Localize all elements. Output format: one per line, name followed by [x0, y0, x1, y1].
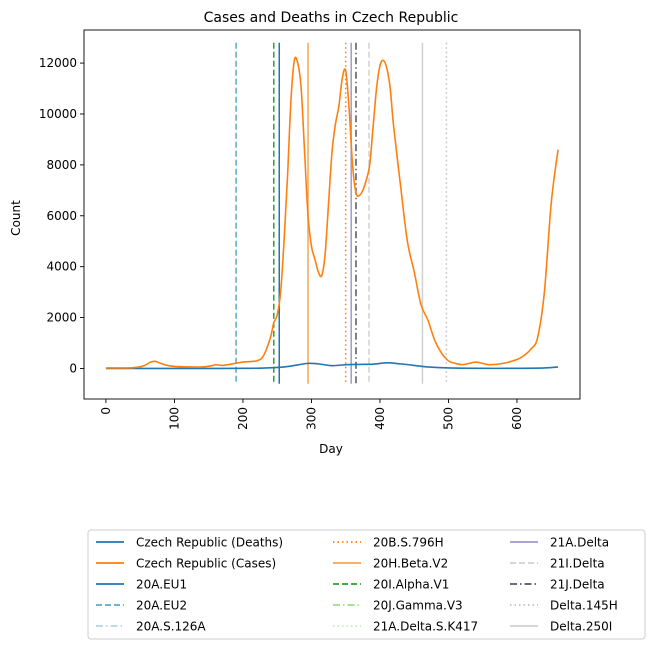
y-tick-label: 6000 [46, 209, 77, 223]
legend-label: 21I.Delta [550, 557, 605, 571]
y-tick-label: 4000 [46, 260, 77, 274]
legend-label: 21A.Delta [550, 536, 609, 550]
legend-label: 20A.EU1 [136, 578, 187, 592]
y-axis-label: Count [9, 200, 23, 236]
x-tick-label: 0 [99, 407, 113, 415]
legend-label: 21A.Delta.S.K417 [373, 620, 478, 634]
legend-label: Delta.145H [550, 599, 618, 613]
x-tick-label: 500 [441, 407, 455, 430]
x-tick-label: 400 [373, 407, 387, 430]
x-tick-label: 100 [167, 407, 181, 430]
x-axis-label: Day [319, 442, 343, 456]
x-tick-label: 300 [304, 407, 318, 430]
chart-title: Cases and Deaths in Czech Republic [204, 10, 459, 26]
legend-label: 20I.Alpha.V1 [373, 578, 449, 592]
legend-label: 20B.S.796H [373, 536, 444, 550]
plot-area [105, 42, 559, 384]
legend-box [87, 529, 646, 640]
series-line-1 [105, 56, 559, 369]
legend-label: 20A.S.126A [136, 620, 206, 634]
y-tick-label: 0 [69, 361, 77, 375]
legend-label: Czech Republic (Deaths) [136, 536, 283, 550]
x-tick-label: 600 [510, 407, 524, 430]
y-tick-label: 8000 [46, 158, 77, 172]
legend-label: Czech Republic (Cases) [136, 557, 276, 571]
axes: 0 100 200 300 400 500 600020004000600080001000… [39, 29, 581, 430]
y-tick-label: 12000 [39, 56, 77, 70]
axes-frame [83, 29, 581, 400]
legend: Czech Republic (Deaths) Czech Republic (C… [87, 529, 646, 640]
legend-label: 20H.Beta.V2 [373, 557, 448, 571]
series-line-0 [105, 362, 559, 370]
y-tick-label: 10000 [39, 107, 77, 121]
y-tick-label: 2000 [46, 311, 77, 325]
legend-label: 21J.Delta [550, 578, 605, 592]
legend-label: Delta.250I [550, 620, 612, 634]
x-tick-label: 200 [236, 407, 250, 430]
legend-label: 20J.Gamma.V3 [373, 599, 463, 613]
legend-label: 20A.EU2 [136, 599, 187, 613]
